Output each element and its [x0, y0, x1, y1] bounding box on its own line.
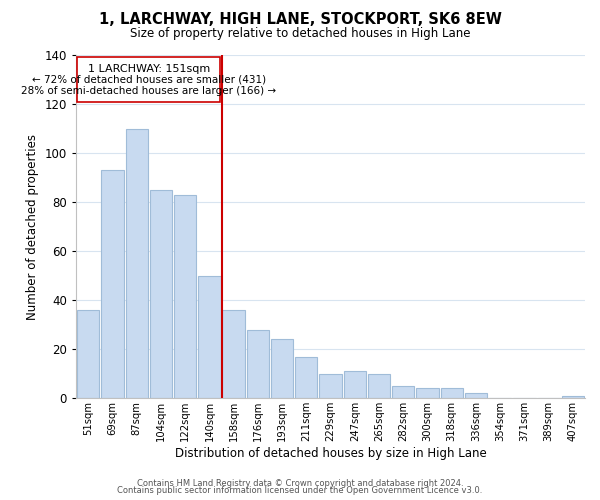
- X-axis label: Distribution of detached houses by size in High Lane: Distribution of detached houses by size …: [175, 447, 487, 460]
- Bar: [465, 394, 487, 398]
- Bar: [368, 374, 390, 398]
- Bar: [416, 388, 439, 398]
- Bar: [271, 340, 293, 398]
- Text: Contains public sector information licensed under the Open Government Licence v3: Contains public sector information licen…: [118, 486, 482, 495]
- FancyBboxPatch shape: [77, 58, 220, 102]
- Bar: [562, 396, 584, 398]
- Text: Contains HM Land Registry data © Crown copyright and database right 2024.: Contains HM Land Registry data © Crown c…: [137, 478, 463, 488]
- Text: ← 72% of detached houses are smaller (431): ← 72% of detached houses are smaller (43…: [32, 74, 266, 85]
- Bar: [198, 276, 221, 398]
- Bar: [295, 356, 317, 399]
- Bar: [174, 195, 196, 398]
- Bar: [150, 190, 172, 398]
- Bar: [247, 330, 269, 398]
- Bar: [77, 310, 100, 398]
- Bar: [440, 388, 463, 398]
- Bar: [344, 372, 366, 398]
- Text: Size of property relative to detached houses in High Lane: Size of property relative to detached ho…: [130, 28, 470, 40]
- Y-axis label: Number of detached properties: Number of detached properties: [26, 134, 39, 320]
- Text: 1 LARCHWAY: 151sqm: 1 LARCHWAY: 151sqm: [88, 64, 210, 74]
- Bar: [101, 170, 124, 398]
- Bar: [319, 374, 342, 398]
- Bar: [392, 386, 415, 398]
- Text: 1, LARCHWAY, HIGH LANE, STOCKPORT, SK6 8EW: 1, LARCHWAY, HIGH LANE, STOCKPORT, SK6 8…: [98, 12, 502, 28]
- Bar: [223, 310, 245, 398]
- Bar: [125, 128, 148, 398]
- Text: 28% of semi-detached houses are larger (166) →: 28% of semi-detached houses are larger (…: [21, 86, 277, 96]
